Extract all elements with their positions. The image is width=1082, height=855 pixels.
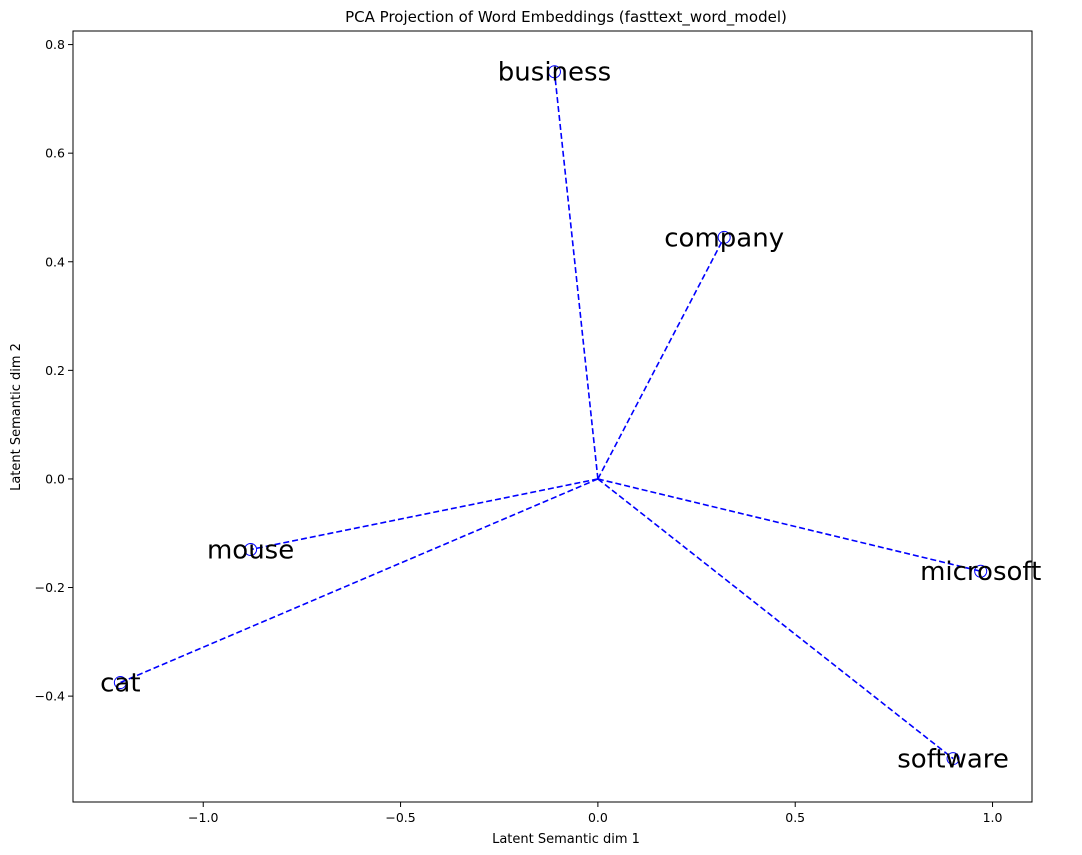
chart-title: PCA Projection of Word Embeddings (fastt… (345, 8, 787, 27)
point-marker-microsoft (974, 564, 988, 578)
word-label-company: company (664, 223, 784, 253)
word-label-business: business (498, 58, 611, 88)
x-axis: −1.0 −0.5 0.0 0.5 1.0 (188, 802, 1003, 825)
x-tick-label: 0.5 (785, 810, 805, 825)
word-label-software: software (897, 745, 1009, 775)
point-marker-cat (113, 676, 127, 690)
y-tick-label: −0.2 (35, 580, 65, 595)
x-axis-label: Latent Semantic dim 1 (492, 832, 640, 847)
y-axis: −0.4 −0.2 0.0 0.2 0.4 0.6 0.8 (35, 37, 73, 704)
vector-line-mouse (250, 478, 599, 551)
x-tick-label: 0.0 (588, 810, 608, 825)
point-marker-business (547, 65, 561, 79)
y-tick-label: 0.4 (45, 254, 65, 269)
point-marker-company (717, 230, 731, 244)
point-marker-mouse (244, 543, 258, 557)
plot-area: business company mouse microsoft cat software (100, 58, 1041, 775)
y-tick-label: 0.2 (45, 363, 65, 378)
y-tick-label: 0.8 (45, 37, 65, 52)
vector-line-software (597, 478, 954, 760)
word-label-cat: cat (100, 669, 140, 699)
word-label-microsoft: microsoft (920, 557, 1041, 587)
vector-line-business (553, 71, 599, 480)
vector-line-cat (120, 478, 599, 684)
vector-line-company (597, 236, 725, 480)
y-tick-label: −0.4 (35, 689, 65, 704)
point-marker-software (946, 752, 960, 766)
x-tick-label: −0.5 (385, 810, 415, 825)
plot-frame (72, 30, 1033, 803)
y-tick-label: 0.0 (45, 471, 65, 486)
x-tick-label: −1.0 (188, 810, 218, 825)
x-tick-label: 1.0 (983, 810, 1003, 825)
y-axis-label: Latent Semantic dim 2 (9, 343, 24, 491)
vector-line-microsoft (597, 478, 981, 573)
word-label-mouse: mouse (207, 536, 294, 566)
y-tick-label: 0.6 (45, 146, 65, 161)
